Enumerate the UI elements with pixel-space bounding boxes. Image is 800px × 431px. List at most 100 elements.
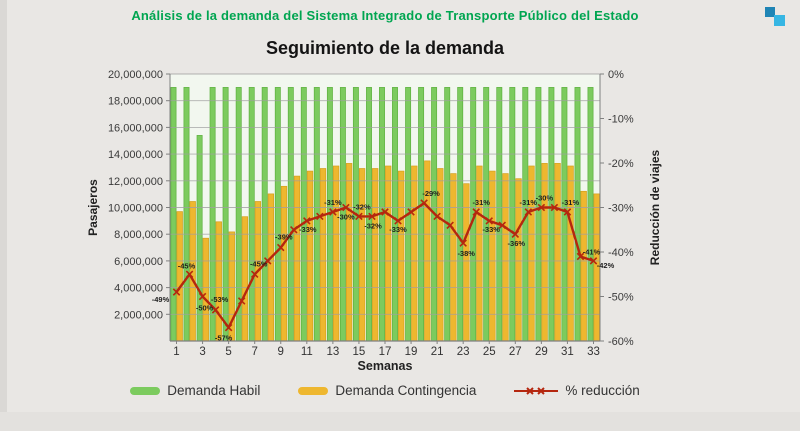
- bar-contingencia-w16: [372, 168, 379, 342]
- point-labels: -49% -45% -50%-53% -57% -45% -39% -33% -31% -30%…: [152, 189, 615, 343]
- bar-contingencia-w4: [215, 221, 222, 342]
- demand-chart: 2,000,000 4,000,000 6,000,000 8,000,000 10,0…: [86, 69, 662, 373]
- svg-text:18,000,000: 18,000,000: [108, 96, 163, 108]
- bar-contingencia-w18: [398, 170, 405, 342]
- svg-text:-10%: -10%: [608, 114, 634, 126]
- svg-text:20,000,000: 20,000,000: [108, 69, 163, 81]
- point-label-w3: -50%: [196, 304, 214, 313]
- bar-contingencia-w6: [241, 216, 249, 342]
- legend-label-contingencia: Demanda Contingencia: [335, 383, 477, 398]
- point-label-w11: -33%: [299, 225, 317, 234]
- bar-habil-w18: [392, 87, 398, 342]
- svg-text:31: 31: [561, 346, 574, 358]
- point-label-w5: -57%: [215, 334, 233, 343]
- bar-habil-w22: [444, 87, 451, 342]
- svg-text:1: 1: [173, 346, 179, 358]
- point-label-w1: -49%: [152, 295, 170, 304]
- svg-text:15: 15: [353, 346, 366, 358]
- gridlines: [170, 73, 600, 315]
- bar-contingencia-w17: [385, 165, 392, 342]
- svg-text:17: 17: [379, 346, 392, 358]
- left-axis-title: Pasajeros: [86, 179, 100, 236]
- point-label-w13: -31%: [324, 198, 342, 207]
- bar-habil-w30: [548, 87, 555, 342]
- svg-text:21: 21: [431, 346, 444, 358]
- svg-text:6,000,000: 6,000,000: [114, 256, 163, 268]
- point-label-w16: -32%: [364, 221, 382, 230]
- bar-habil-w26: [496, 87, 503, 342]
- bar-habil-w8: [261, 87, 268, 342]
- chart-title: Seguimiento de la demanda: [265, 38, 505, 58]
- chart-legend: Demanda Habil Demanda Contingencia % red…: [0, 383, 770, 398]
- svg-text:9: 9: [278, 346, 284, 358]
- point-label-w23: -38%: [457, 249, 475, 258]
- point-label-w29: -30%: [536, 194, 554, 203]
- header-title: Análisis de la demanda del Sistema Integ…: [131, 8, 639, 23]
- svg-text:7: 7: [251, 346, 257, 358]
- bar-contingencia-w10: [293, 175, 301, 342]
- bar-contingencia-w15: [358, 168, 366, 342]
- legend-swatch-habil: [130, 386, 161, 395]
- svg-text:19: 19: [405, 346, 418, 358]
- svg-text:23: 23: [457, 346, 470, 358]
- bar-habil-w9: [274, 87, 281, 342]
- legend-item-reduccion: % reducción: [514, 383, 640, 398]
- svg-text:13: 13: [326, 346, 339, 358]
- bar-habil-w2: [183, 87, 190, 342]
- x-axis-title: Semanas: [358, 359, 413, 373]
- legend-swatch-reduccion-icon: [514, 386, 559, 395]
- svg-text:2,000,000: 2,000,000: [114, 309, 163, 321]
- bar-contingencia-w32: [580, 190, 587, 342]
- bar-contingencia-w12: [319, 168, 327, 342]
- bar-contingencia-w31: [567, 165, 574, 342]
- bar-contingencia-w19: [411, 165, 418, 342]
- bar-habil-w29: [535, 87, 542, 342]
- bar-contingencia-w13: [332, 165, 340, 342]
- screen-edge-left: [0, 0, 7, 431]
- point-label-w2: -45%: [178, 261, 196, 270]
- svg-text:-30%: -30%: [608, 203, 634, 215]
- right-axis-title: Reducción de viajes: [648, 149, 662, 265]
- bar-contingencia-w24: [476, 165, 483, 342]
- svg-text:25: 25: [483, 346, 496, 358]
- point-label-w4: -53%: [211, 295, 229, 304]
- svg-text:33: 33: [587, 346, 600, 358]
- bar-habil-w33: [587, 87, 594, 342]
- bar-contingencia-w26: [502, 173, 509, 342]
- svg-text:0%: 0%: [608, 69, 624, 81]
- bar-habil-w27: [509, 87, 516, 342]
- legend-label-reduccion: % reducción: [565, 383, 640, 398]
- svg-text:27: 27: [509, 346, 522, 358]
- axis-tick-labels: 2,000,000 4,000,000 6,000,000 8,000,000 10,0…: [108, 69, 634, 358]
- point-label-w18: -33%: [389, 225, 407, 234]
- svg-text:12,000,000: 12,000,000: [108, 176, 163, 188]
- point-label-w15: -32%: [353, 202, 371, 211]
- bar-habil-w32: [574, 87, 581, 342]
- svg-text:5: 5: [225, 346, 231, 358]
- svg-text:3: 3: [199, 346, 205, 358]
- bar-contingencia-w1: [176, 211, 183, 342]
- legend-item-contingencia: Demanda Contingencia: [298, 383, 476, 398]
- point-label-w31: -31%: [562, 198, 580, 207]
- point-label-w20: -29%: [422, 189, 440, 198]
- bar-contingencia-w25: [489, 170, 496, 342]
- screen-edge-bottom: [0, 412, 800, 431]
- point-label-w7: -45%: [250, 259, 268, 268]
- svg-text:4,000,000: 4,000,000: [114, 283, 163, 295]
- point-label-w27: -36%: [508, 239, 526, 248]
- bar-contingencia-w28: [528, 165, 535, 342]
- logo-square-bottom-icon: [774, 15, 785, 26]
- svg-text:16,000,000: 16,000,000: [108, 122, 163, 134]
- svg-text:-20%: -20%: [608, 158, 634, 170]
- svg-text:29: 29: [535, 346, 548, 358]
- line-markers: [172, 199, 598, 332]
- point-label-w14: -30%: [337, 213, 355, 222]
- bar-habil-w7: [248, 87, 255, 342]
- logo: [764, 6, 788, 30]
- bar-habil-w11: [300, 87, 307, 342]
- point-label-w9: -39%: [275, 233, 293, 242]
- svg-text:8,000,000: 8,000,000: [114, 229, 163, 241]
- bar-contingencia-w9: [280, 185, 288, 342]
- svg-text:-60%: -60%: [608, 336, 634, 348]
- bar-habil-w23: [457, 87, 464, 342]
